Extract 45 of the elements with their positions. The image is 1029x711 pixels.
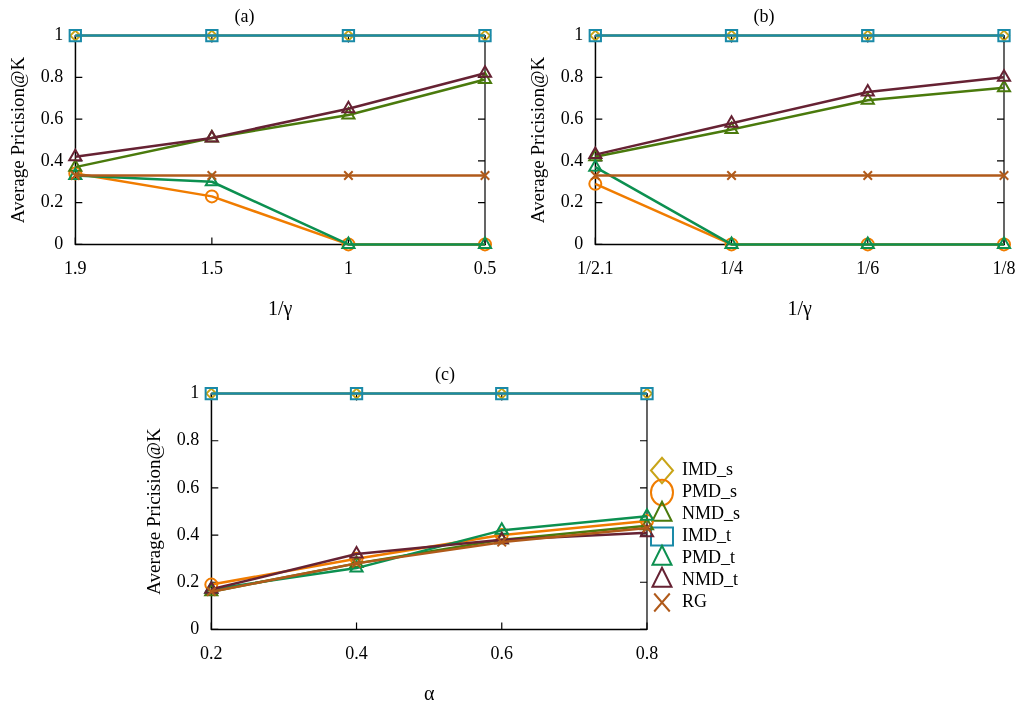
y-tick-label: 0.8 <box>40 66 64 87</box>
x-tick-label: 1.5 <box>200 257 224 278</box>
y-tick-label: 0.4 <box>560 149 584 170</box>
x-tick-label: 1/8 <box>992 257 1016 278</box>
y-tick-label: 0.2 <box>40 191 64 212</box>
chart-title: (b) <box>753 5 775 27</box>
y-tick-label: 0.6 <box>40 107 64 128</box>
x-tick-label: 0.5 <box>473 257 497 278</box>
y-tick-label: 0.8 <box>560 66 584 87</box>
legend-label: PMD_t <box>681 547 736 568</box>
y-axis-title: Average Pricision@K <box>527 56 549 224</box>
x-axis-title: 1/γ <box>787 297 812 321</box>
y-tick-label: 0 <box>574 233 584 254</box>
legend-label: IMD_s <box>681 459 734 480</box>
legend-label: RG <box>681 591 708 612</box>
y-axis-title: Average Pricision@K <box>143 427 165 595</box>
y-tick-label: 0.2 <box>176 570 200 591</box>
y-tick-label: 0.2 <box>560 191 584 212</box>
x-tick-label: 1/4 <box>720 257 744 278</box>
y-tick-label: 0.6 <box>560 107 584 128</box>
y-tick-label: 0 <box>190 618 200 639</box>
x-axis-title: 1/γ <box>267 297 293 321</box>
y-tick-label: 0.4 <box>40 149 64 170</box>
legend-label: NMD_t <box>681 569 739 590</box>
y-axis-title: Average Pricision@K <box>7 56 29 224</box>
legend-label: IMD_t <box>681 525 731 546</box>
x-axis-title: α <box>423 682 435 705</box>
x-tick-label: 0.6 <box>490 642 514 663</box>
x-tick-label: 1/2.1 <box>577 257 614 278</box>
y-tick-label: 1 <box>574 24 584 45</box>
x-tick-label: 0.8 <box>635 642 659 663</box>
y-tick-label: 0.8 <box>176 429 200 450</box>
y-tick-label: 1 <box>190 382 200 403</box>
x-tick-label: 1/6 <box>856 257 880 278</box>
x-tick-label: 1 <box>343 257 353 278</box>
y-tick-label: 0 <box>54 233 64 254</box>
x-tick-label: 1.9 <box>64 257 87 278</box>
chart-title: (a) <box>234 5 255 27</box>
legend-label: NMD_s <box>681 503 741 524</box>
y-tick-label: 1 <box>54 24 64 45</box>
legend-label: PMD_s <box>681 481 738 502</box>
y-tick-label: 0.4 <box>176 523 200 544</box>
chart-title: (c) <box>435 363 455 385</box>
x-tick-label: 0.4 <box>345 642 368 663</box>
y-tick-label: 0.6 <box>176 476 200 497</box>
